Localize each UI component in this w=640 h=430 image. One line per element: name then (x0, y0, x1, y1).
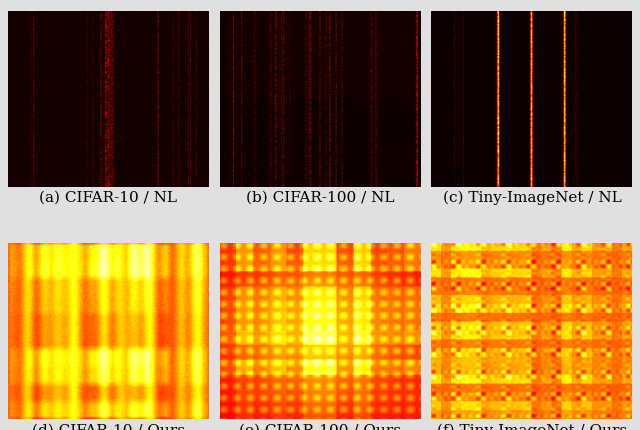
X-axis label: (a) CIFAR-10 / NL: (a) CIFAR-10 / NL (39, 191, 177, 205)
X-axis label: (c) Tiny-ImageNet / NL: (c) Tiny-ImageNet / NL (442, 191, 621, 206)
X-axis label: (e) CIFAR-100 / Ours: (e) CIFAR-100 / Ours (239, 424, 401, 430)
X-axis label: (d) CIFAR-10 / Ours: (d) CIFAR-10 / Ours (31, 424, 184, 430)
X-axis label: (f) Tiny-ImageNet / Ours: (f) Tiny-ImageNet / Ours (437, 424, 627, 430)
X-axis label: (b) CIFAR-100 / NL: (b) CIFAR-100 / NL (246, 191, 394, 205)
